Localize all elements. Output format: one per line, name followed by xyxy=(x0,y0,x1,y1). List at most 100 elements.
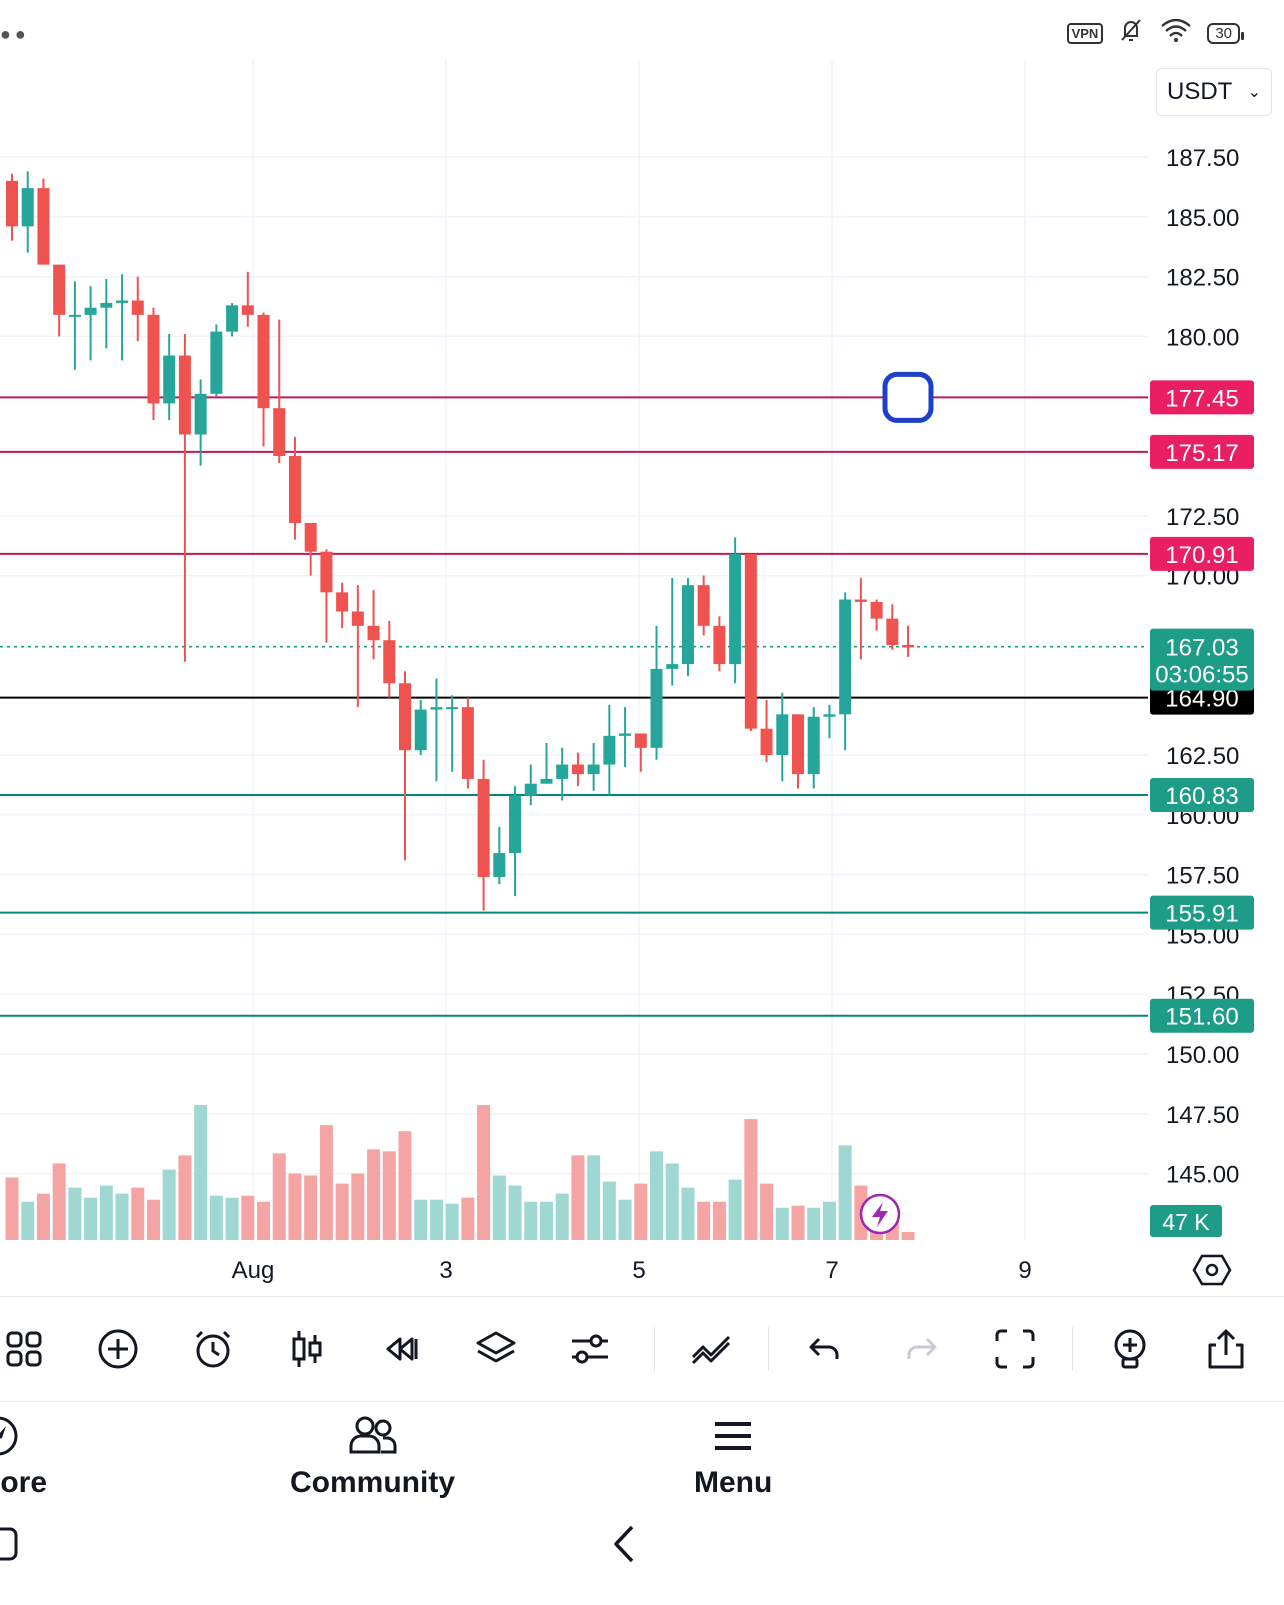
candle-body xyxy=(304,522,317,552)
idea-icon[interactable] xyxy=(1106,1325,1154,1373)
grid-icon[interactable] xyxy=(0,1325,48,1373)
nav-item-menu[interactable]: Menu xyxy=(694,1410,772,1500)
redo-icon[interactable] xyxy=(897,1325,945,1373)
volume-bar xyxy=(84,1197,98,1240)
volume-bar xyxy=(555,1193,569,1240)
candle-body xyxy=(619,733,632,736)
volume-bar xyxy=(539,1201,553,1240)
bell-muted-icon xyxy=(1117,16,1145,50)
candle-body xyxy=(823,714,836,717)
last-price-label xyxy=(1150,628,1254,691)
y-axis-tick-label: 147.50 xyxy=(1166,1102,1239,1129)
recents-square-icon[interactable] xyxy=(0,1527,18,1561)
bottom-navigation: lore Community Menu xyxy=(0,1400,1284,1510)
candle-body xyxy=(383,640,396,684)
price-chart[interactable]: 187.50185.00182.50180.00172.50170.00162.… xyxy=(0,0,1284,1296)
candle-body xyxy=(634,733,647,748)
volume-bar xyxy=(288,1173,302,1240)
y-axis-tick-label: 180.00 xyxy=(1166,324,1239,351)
volume-bar xyxy=(36,1193,50,1240)
vpn-icon: VPN xyxy=(1066,22,1104,44)
candle-body xyxy=(571,764,584,775)
currency-selector[interactable]: USDT ⌄ xyxy=(1156,68,1272,116)
price-label-support xyxy=(1150,998,1254,1033)
volume-bar xyxy=(571,1155,585,1240)
candle-body xyxy=(37,188,50,265)
candle-body xyxy=(493,853,506,877)
candle-body xyxy=(147,314,160,404)
undo-icon[interactable] xyxy=(801,1325,849,1373)
volume-bar xyxy=(587,1155,601,1240)
candle-body xyxy=(666,664,679,669)
nav-item-explore[interactable]: lore xyxy=(0,1410,47,1500)
add-indicator-icon[interactable] xyxy=(94,1325,142,1373)
candle-body xyxy=(131,300,144,315)
volume-bar xyxy=(131,1187,145,1240)
settings-sliders-icon[interactable] xyxy=(566,1325,614,1373)
candle-body xyxy=(870,601,883,619)
volume-bar xyxy=(508,1185,522,1240)
volume-bar xyxy=(728,1179,742,1240)
back-arrow-icon[interactable] xyxy=(614,1525,634,1563)
nav-label-explore: lore xyxy=(0,1466,48,1499)
x-axis-tick-label: 7 xyxy=(825,1257,838,1284)
volume-bar xyxy=(650,1151,664,1240)
volume-bar xyxy=(429,1199,443,1240)
system-navigation-bar xyxy=(0,1515,1284,1600)
candle-body xyxy=(194,393,207,435)
volume-bar xyxy=(477,1105,491,1240)
status-bar: ●● VPN 30 xyxy=(0,0,1284,60)
volume-bar xyxy=(225,1197,239,1240)
candle-body xyxy=(603,735,616,765)
fullscreen-icon[interactable] xyxy=(991,1325,1039,1373)
volume-bar xyxy=(712,1201,726,1240)
drawing-tools-icon[interactable] xyxy=(687,1325,735,1373)
drawing-handle[interactable] xyxy=(882,371,934,423)
candle-body xyxy=(807,716,820,775)
volume-bar xyxy=(194,1105,208,1240)
volume-bar xyxy=(241,1195,255,1240)
candle-body xyxy=(288,456,301,523)
y-axis-tick-label: 182.50 xyxy=(1166,265,1239,292)
candle-body xyxy=(84,307,97,315)
y-axis-tick-label: 185.00 xyxy=(1166,205,1239,232)
chart-settings-icon[interactable] xyxy=(1192,1254,1232,1286)
volume-bar xyxy=(21,1201,35,1240)
volume-bar xyxy=(257,1201,271,1240)
volume-bar xyxy=(178,1155,192,1240)
candle-body xyxy=(650,668,663,748)
y-axis-tick-label: 187.50 xyxy=(1166,145,1239,172)
volume-bar xyxy=(162,1169,176,1240)
nav-label-community: Community xyxy=(290,1466,455,1499)
volume-bar xyxy=(304,1175,318,1240)
candle-body xyxy=(351,611,364,626)
chart-toolbar xyxy=(0,1296,1284,1402)
battery-icon: 30 xyxy=(1207,22,1244,44)
volume-bar xyxy=(524,1201,538,1240)
volume-label-text: 47 K xyxy=(1162,1209,1210,1235)
price-label-text: 177.45 xyxy=(1165,385,1238,412)
nav-item-community[interactable]: Community xyxy=(290,1410,455,1500)
compass-icon xyxy=(0,1416,18,1456)
candle-body xyxy=(53,264,66,315)
price-label-support xyxy=(1150,777,1254,812)
alarm-icon[interactable] xyxy=(189,1325,237,1373)
x-axis-tick-label: 5 xyxy=(632,1257,645,1284)
replay-icon[interactable] xyxy=(378,1325,426,1373)
volume-bar xyxy=(697,1201,711,1240)
layers-icon[interactable] xyxy=(472,1325,520,1373)
volume-bar xyxy=(807,1207,821,1240)
volume-bar xyxy=(351,1173,365,1240)
candle-body xyxy=(414,709,427,751)
volume-bar xyxy=(52,1163,66,1240)
candle-body xyxy=(713,625,726,665)
lightning-icon[interactable] xyxy=(859,1193,901,1235)
price-label-text: 175.17 xyxy=(1165,440,1238,467)
share-icon[interactable] xyxy=(1202,1325,1250,1373)
candle-style-icon[interactable] xyxy=(283,1325,331,1373)
candle-body xyxy=(540,778,553,784)
candle-body xyxy=(697,585,710,626)
volume-bar xyxy=(602,1181,616,1240)
volume-bar xyxy=(146,1199,160,1240)
candle-body xyxy=(273,408,286,456)
